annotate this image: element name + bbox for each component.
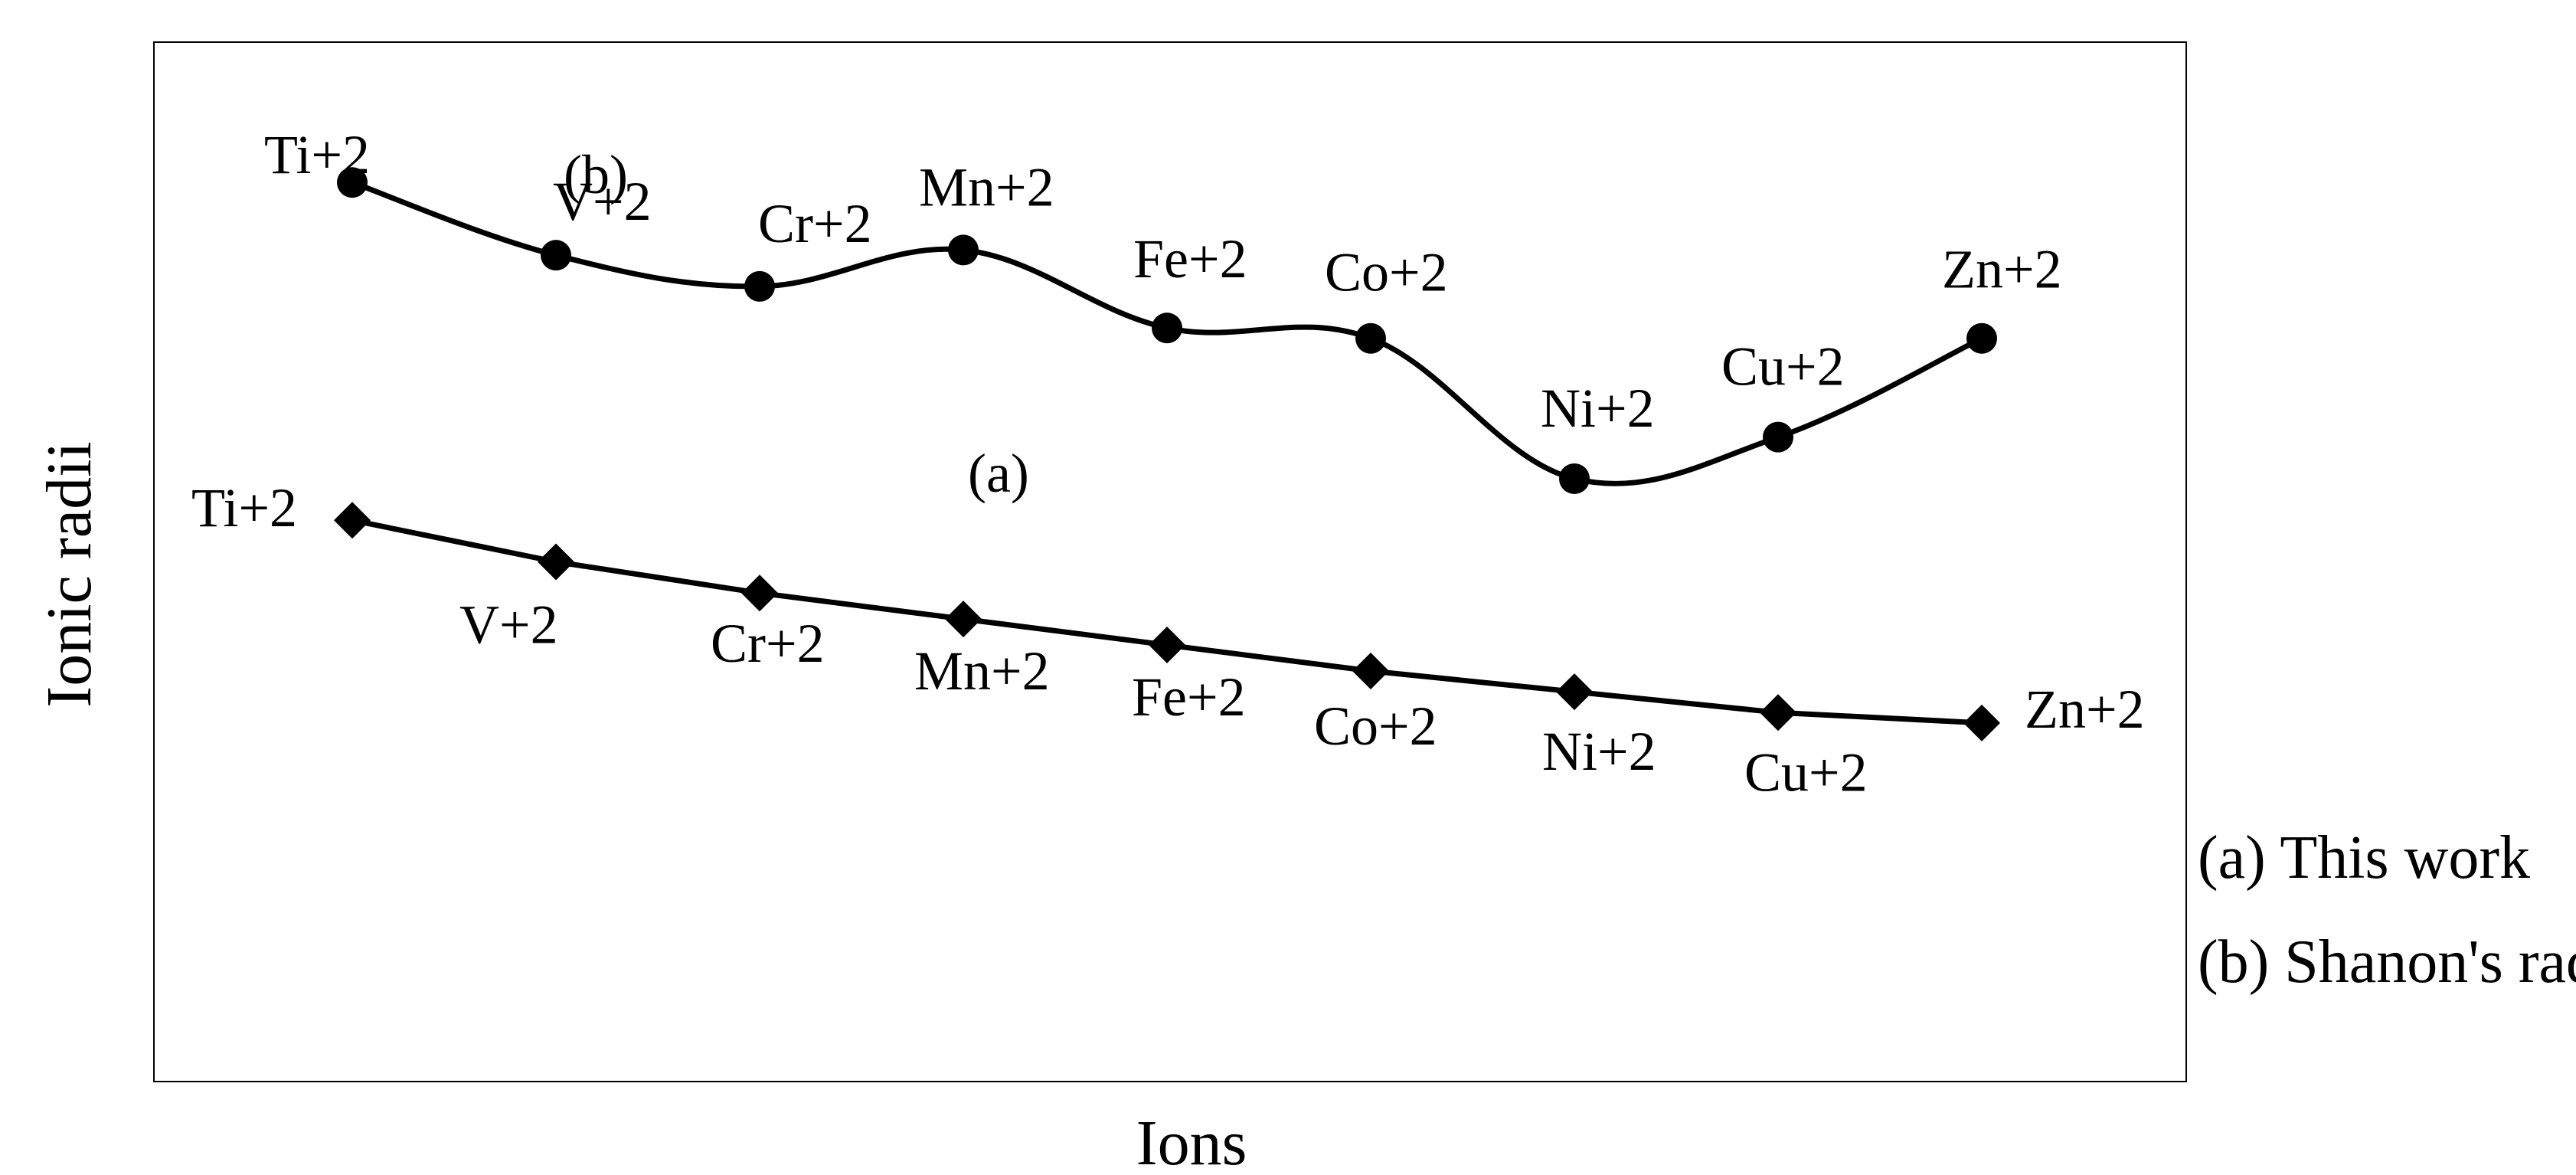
data-point-diamond xyxy=(334,502,371,539)
curve-label-b: (b) xyxy=(564,144,628,205)
data-point-circle xyxy=(337,167,368,198)
point-label: Mn+2 xyxy=(919,156,1054,218)
point-label: Ni+2 xyxy=(1542,721,1656,782)
point-label: Ni+2 xyxy=(1541,378,1655,439)
series-a-this-work: Ti+2 V+2 Cr+2 Mn+2 Fe+2 Co+2 Ni+2 Cu+2 Zn+2 xyxy=(191,477,2145,803)
point-label: Ti+2 xyxy=(191,477,297,538)
point-label: Fe+2 xyxy=(1133,228,1247,290)
point-label: Cr+2 xyxy=(758,193,872,254)
data-point-diamond xyxy=(1963,704,2000,741)
data-point-circle xyxy=(1559,463,1590,494)
point-label: Cu+2 xyxy=(1744,741,1868,803)
data-point-circle xyxy=(1152,313,1182,344)
data-point-diamond xyxy=(538,543,574,581)
data-point-diamond xyxy=(1352,652,1389,689)
point-label: Mn+2 xyxy=(914,640,1050,702)
data-point-circle xyxy=(1966,322,1997,354)
point-label: V+2 xyxy=(459,594,558,656)
x-axis-title: Ions xyxy=(1136,1108,1247,1175)
data-point-diamond xyxy=(945,601,982,638)
point-label: Ti+2 xyxy=(264,124,370,185)
point-label: V+2 xyxy=(553,171,652,232)
data-point-diamond xyxy=(741,574,778,612)
point-label: Co+2 xyxy=(1314,696,1437,757)
data-point-diamond xyxy=(1556,673,1593,711)
legend-entry-a: (a) This work xyxy=(2198,824,2530,892)
data-point-diamond xyxy=(1149,627,1185,664)
point-label: Fe+2 xyxy=(1132,666,1246,728)
curve-label-a: (a) xyxy=(968,443,1029,504)
data-point-circle xyxy=(1355,322,1386,354)
data-point-diamond xyxy=(1760,694,1796,732)
series-b-shanon: Ti+2 V+2 Cr+2 Mn+2 Fe+2 Co+2 Ni+2 Cu+2 Zn+2 xyxy=(264,124,2062,494)
point-label: Cr+2 xyxy=(711,613,825,674)
data-point-circle xyxy=(744,270,775,302)
point-label: Zn+2 xyxy=(1942,239,2062,300)
plot-area-frame xyxy=(153,41,2187,1082)
data-point-circle xyxy=(948,234,979,266)
legend-entry-b: (b) Shanon's radii xyxy=(2198,928,2576,996)
point-label: Zn+2 xyxy=(2025,679,2145,740)
y-axis-title: Ionic radii xyxy=(34,441,105,708)
point-label: Co+2 xyxy=(1325,242,1448,303)
data-point-circle xyxy=(541,240,571,271)
data-point-circle xyxy=(1763,421,1793,453)
point-label: Cu+2 xyxy=(1721,336,1845,398)
